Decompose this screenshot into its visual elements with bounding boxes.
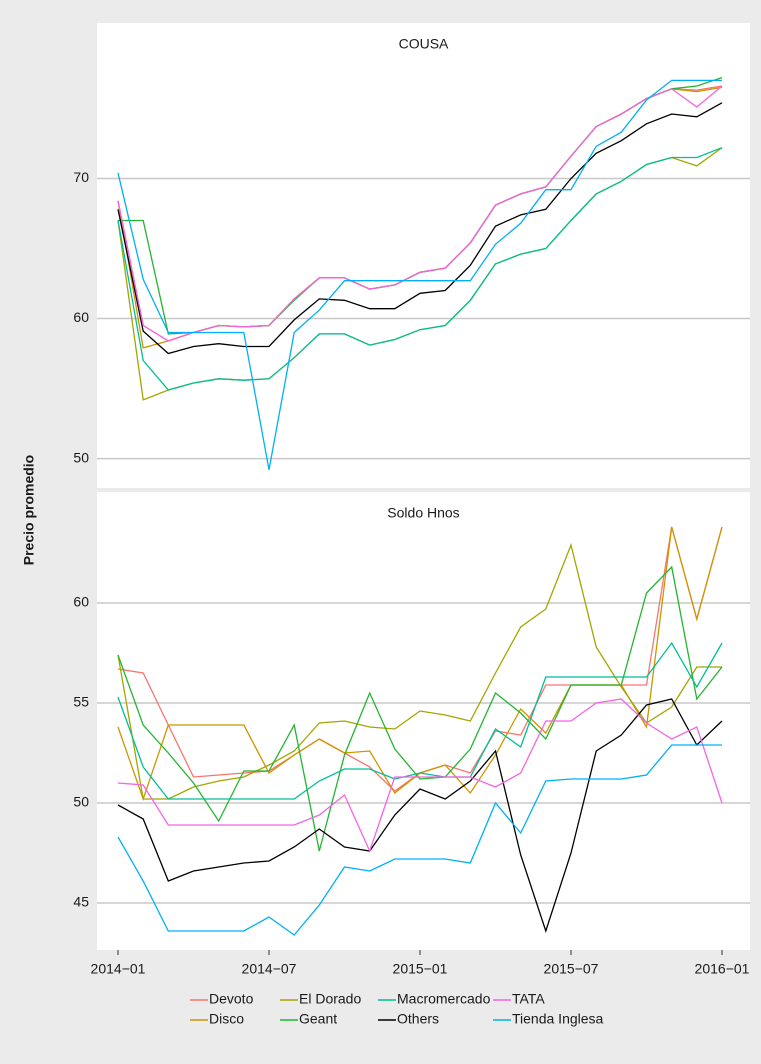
series-line xyxy=(117,79,722,470)
legend-label: Others xyxy=(397,1011,439,1027)
legend-label: TATA xyxy=(512,991,545,1007)
series-line xyxy=(117,102,723,355)
legend-label: Devoto xyxy=(209,991,254,1007)
legend-label: Macromercado xyxy=(397,991,491,1007)
x-tick-label: 2015−07 xyxy=(544,961,599,977)
x-tick-label: 2014−01 xyxy=(91,961,146,977)
series-line xyxy=(117,698,723,934)
legend-label: El Dorado xyxy=(299,991,361,1007)
panel-title: COUSA xyxy=(399,36,449,52)
y-tick-label: 60 xyxy=(73,309,89,325)
y-axis-label: Precio promedio xyxy=(21,455,37,565)
series-line xyxy=(117,565,723,852)
panel-background xyxy=(97,492,750,950)
y-tick-label: 70 xyxy=(73,169,89,185)
y-tick-label: 55 xyxy=(73,694,89,710)
series-line xyxy=(117,542,722,800)
legend-label: Geant xyxy=(299,1011,337,1027)
y-tick-label: 60 xyxy=(73,594,89,610)
series-line xyxy=(117,85,723,342)
series-line xyxy=(117,698,723,853)
y-tick-label: 50 xyxy=(73,794,89,810)
y-tick-label: 50 xyxy=(73,449,89,465)
series-line xyxy=(117,147,723,391)
legend-label: Disco xyxy=(209,1011,244,1027)
x-tick-label: 2015−01 xyxy=(393,961,448,977)
x-tick-label: 2016−01 xyxy=(695,961,750,977)
panel-background xyxy=(97,23,750,488)
panel-title: Soldo Hnos xyxy=(387,505,459,521)
x-tick-label: 2014−07 xyxy=(242,961,297,977)
series-line xyxy=(117,744,722,936)
series-line xyxy=(117,641,723,800)
y-tick-label: 45 xyxy=(73,894,89,910)
legend-label: Tienda Inglesa xyxy=(512,1011,604,1027)
